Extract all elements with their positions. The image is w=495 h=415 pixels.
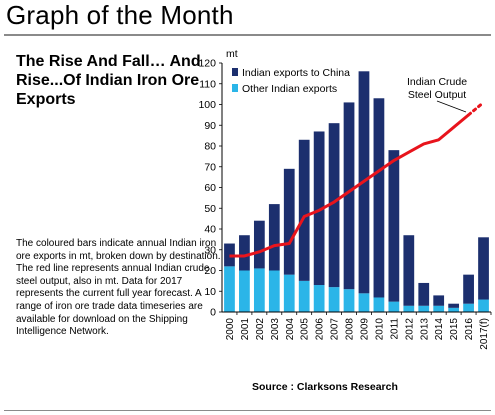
bar-china-2005	[298, 139, 310, 281]
legend-swatch-china	[232, 68, 238, 76]
x-tick-label: 2000	[225, 318, 236, 341]
title-divider	[4, 34, 491, 36]
bar-other-2011	[388, 301, 400, 312]
steel-line-label-2: Steel Output	[408, 89, 466, 101]
bar-china-2012	[403, 235, 415, 306]
x-tick-label: 2005	[300, 318, 311, 341]
x-tick-label: 2002	[255, 318, 266, 341]
x-tick-label: 2004	[285, 318, 296, 341]
y-tick-label: 20	[204, 265, 216, 277]
bar-china-2006	[313, 131, 325, 286]
x-tick-label: 2016	[464, 318, 475, 341]
x-tick-label: 2006	[315, 318, 326, 341]
y-tick-label: 90	[204, 120, 216, 132]
bar-other-2014	[433, 305, 445, 312]
bar-china-2015	[448, 303, 460, 308]
y-tick-label: 10	[204, 286, 216, 298]
y-tick-label: 110	[199, 78, 216, 90]
bar-china-2007	[328, 123, 340, 288]
x-tick-label: 2001	[240, 318, 251, 341]
headline: The Rise And Fall… And Rise...Of Indian …	[16, 53, 201, 108]
x-tick-label: 2007	[330, 318, 341, 341]
bar-china-2016	[463, 274, 474, 304]
y-tick-label: 30	[204, 244, 216, 256]
bar-china-2013	[418, 282, 430, 306]
annotation-pointer	[436, 100, 467, 113]
legend-label-china: Indian exports to China	[242, 67, 350, 79]
y-tick-label: 0	[210, 307, 216, 319]
bar-other-2013	[418, 305, 430, 312]
x-tick-label: 2017(f)	[479, 318, 490, 350]
bar-other-2001	[239, 270, 250, 312]
y-tick-label: 100	[198, 99, 216, 111]
y-tick-label: 50	[204, 203, 216, 215]
legend: Indian exports to China Other Indian expo…	[232, 67, 350, 95]
description-text: The coloured bars indicate annual Indian…	[16, 238, 221, 338]
x-tick-label: 2014	[434, 318, 445, 341]
bar-china-2010	[373, 98, 385, 298]
steel-line	[229, 100, 486, 258]
bar-other-2010	[373, 297, 385, 312]
steel-output-line	[229, 113, 470, 258]
x-tick-label: 2011	[389, 318, 400, 340]
source-note: Source : Clarksons Research	[252, 381, 398, 393]
y-tick-label: 60	[204, 182, 216, 194]
bar-other-2017(f)	[478, 299, 489, 312]
x-tick-label: 2003	[270, 318, 281, 341]
bar-china-2011	[388, 150, 400, 302]
bar-series	[224, 71, 489, 312]
bar-other-2008	[343, 289, 355, 312]
bar-china-2002	[253, 220, 265, 269]
x-tick-label: 2013	[419, 318, 430, 341]
x-tick-label: 2008	[345, 318, 356, 341]
bar-other-2003	[268, 270, 280, 312]
bar-china-2008	[343, 102, 355, 290]
axes	[219, 62, 492, 315]
y-axis-label: mt	[226, 48, 238, 60]
bar-other-2006	[313, 285, 325, 312]
legend-label-other: Other Indian exports	[242, 83, 337, 95]
bar-china-2003	[268, 204, 280, 271]
y-tick-label: 120	[198, 58, 216, 70]
steel-line-label: Indian Crude	[407, 76, 467, 88]
bar-other-2016	[463, 303, 474, 312]
y-tick-label: 80	[204, 141, 216, 153]
x-tick-label: 2015	[449, 318, 460, 341]
bar-china-2001	[239, 235, 250, 271]
x-tick-label: 2012	[404, 318, 415, 341]
bar-other-2005	[298, 280, 310, 312]
bar-china-2004	[283, 168, 295, 275]
y-tick-label: 40	[204, 224, 216, 236]
bar-china-2017(f)	[478, 237, 489, 300]
bar-other-2015	[448, 307, 460, 312]
y-tick-label: 70	[204, 161, 216, 173]
bar-other-2002	[253, 268, 265, 312]
bottom-divider	[4, 410, 491, 411]
bar-other-2012	[403, 305, 415, 312]
x-tick-label: 2009	[359, 318, 370, 341]
legend-swatch-other	[232, 84, 238, 92]
tick-labels: 0 10 20 30 40 50 60 70 80 90 100 110 120 mt 2000 2001 20…	[198, 48, 490, 350]
iron-ore-exports-chart: 0 10 20 30 40 50 60 70 80 90 100 110 120 mt 2000 2001 20…	[198, 48, 492, 350]
bar-china-2014	[433, 295, 445, 306]
bar-other-2007	[328, 287, 340, 312]
bar-other-2009	[358, 293, 370, 312]
x-tick-label: 2010	[374, 318, 385, 341]
bar-other-2004	[283, 274, 295, 312]
page-title: Graph of the Month	[6, 0, 234, 30]
steel-output-forecast	[467, 100, 486, 117]
bar-other-2000	[224, 266, 235, 312]
